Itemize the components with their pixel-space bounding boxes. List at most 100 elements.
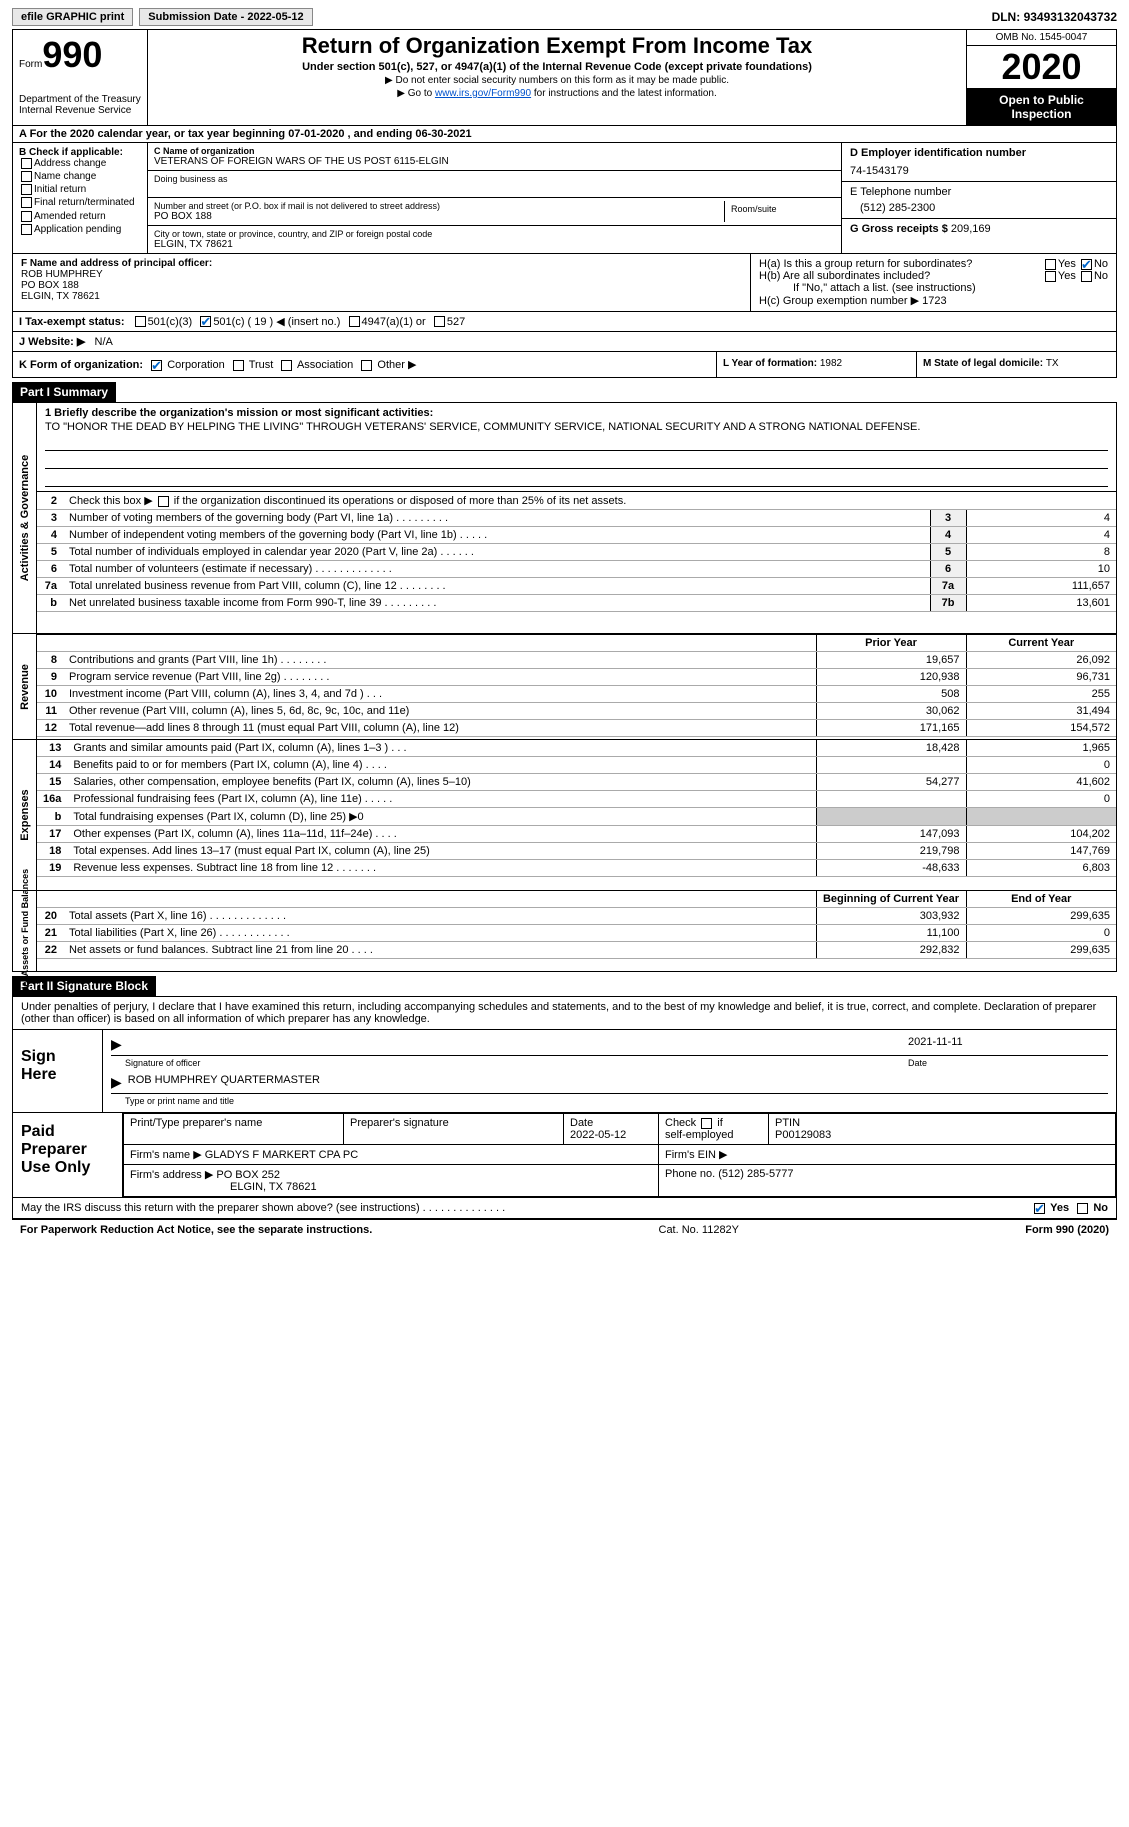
- principal-row: F Name and address of principal officer:…: [12, 254, 1117, 312]
- submission-date-value: 2022-05-12: [247, 11, 303, 23]
- irs-question: May the IRS discuss this return with the…: [21, 1202, 505, 1214]
- part-i-header: Part I Summary: [12, 382, 116, 402]
- submission-date-label: Submission Date -: [148, 11, 247, 23]
- prep-phone: (512) 285-5777: [718, 1168, 793, 1180]
- chk-4947[interactable]: [349, 316, 360, 327]
- expense-table: 13Grants and similar amounts paid (Part …: [37, 740, 1116, 877]
- firm-ein: Firm's EIN ▶: [659, 1145, 1116, 1165]
- sig-date: 2021-11-11: [908, 1036, 1108, 1053]
- firm-addr-lbl: Firm's address ▶: [130, 1169, 216, 1181]
- opt1: Name change: [34, 171, 96, 182]
- vtab-expenses: Expenses: [19, 789, 31, 840]
- mission-label: 1 Briefly describe the organization's mi…: [45, 407, 1108, 419]
- chk-initial-return[interactable]: Initial return: [19, 184, 141, 195]
- phone-value: (512) 285-2300: [850, 202, 1108, 214]
- ptin: P00129083: [775, 1129, 831, 1141]
- m-label: M State of legal domicile:: [923, 358, 1046, 369]
- form-title: Return of Organization Exempt From Incom…: [156, 33, 958, 59]
- gross-value: 209,169: [951, 223, 991, 235]
- ein-value: 74-1543179: [850, 165, 1108, 177]
- note-ssn: ▶ Do not enter social security numbers o…: [156, 75, 958, 86]
- prep-date: 2022-05-12: [570, 1129, 626, 1141]
- hb-label: H(b) Are all subordinates included?: [759, 270, 930, 282]
- status-row: I Tax-exempt status: 501(c)(3) 501(c) ( …: [12, 312, 1117, 332]
- name-label: C Name of organization: [154, 146, 835, 156]
- dba-label: Doing business as: [154, 174, 835, 184]
- opt5: Application pending: [34, 224, 121, 235]
- note2-pre: ▶ Go to: [397, 88, 435, 99]
- irs-no: No: [1093, 1202, 1108, 1214]
- hb-no: No: [1094, 270, 1108, 282]
- sig-officer-label: Signature of officer: [111, 1058, 908, 1068]
- form-header: Form990 Department of the Treasury Inter…: [12, 29, 1117, 126]
- sign-here-label: Sign Here: [13, 1030, 103, 1112]
- k-label: K Form of organization:: [19, 359, 143, 371]
- footer-right: Form 990 (2020): [1025, 1224, 1109, 1236]
- chk-501c[interactable]: [200, 316, 211, 327]
- firm-addr1: PO BOX 252: [216, 1169, 280, 1181]
- row-a-tax-year: A For the 2020 calendar year, or tax yea…: [12, 126, 1117, 143]
- footer-mid: Cat. No. 11282Y: [372, 1224, 1025, 1236]
- irs-link[interactable]: www.irs.gov/Form990: [435, 88, 531, 99]
- gross-label: G Gross receipts $: [850, 223, 951, 235]
- opt-corp: Corporation: [167, 359, 224, 371]
- org-name: VETERANS OF FOREIGN WARS OF THE US POST …: [154, 156, 835, 167]
- irs-yes-chk[interactable]: [1034, 1203, 1045, 1214]
- chk-address-change[interactable]: Address change: [19, 158, 141, 169]
- note2-post: for instructions and the latest informat…: [531, 88, 717, 99]
- footer-left: For Paperwork Reduction Act Notice, see …: [20, 1224, 372, 1236]
- firm-addr2: ELGIN, TX 78621: [130, 1181, 317, 1193]
- chk-trust[interactable]: [233, 360, 244, 371]
- irs-no-chk[interactable]: [1077, 1203, 1088, 1214]
- net-table: Beginning of Current YearEnd of Year20To…: [37, 891, 1116, 959]
- j-label: J Website: ▶: [19, 336, 85, 348]
- note-link: ▶ Go to www.irs.gov/Form990 for instruct…: [156, 88, 958, 99]
- opt-4947: 4947(a)(1) or: [362, 316, 426, 328]
- chk-pending[interactable]: Application pending: [19, 224, 141, 235]
- vtab-governance: Activities & Governance: [19, 455, 31, 582]
- opt3: Final return/terminated: [34, 198, 135, 209]
- chk-final-return[interactable]: Final return/terminated: [19, 197, 141, 208]
- form-number: Form990: [19, 34, 141, 76]
- ha-label: H(a) Is this a group return for subordin…: [759, 258, 972, 270]
- hc-row: H(c) Group exemption number ▶ 1723: [759, 294, 1108, 307]
- irs: Internal Revenue Service: [19, 105, 141, 116]
- org-address: PO BOX 188: [154, 211, 724, 222]
- chk-other[interactable]: [361, 360, 372, 371]
- officer-name: ROB HUMPHREY: [21, 269, 742, 280]
- ein-label: D Employer identification number: [850, 147, 1108, 159]
- hb-row: H(b) Are all subordinates included? Yes …: [759, 270, 1108, 282]
- hb-note: If "No," attach a list. (see instruction…: [759, 282, 1108, 294]
- part-i-box: Activities & Governance 1 Briefly descri…: [12, 402, 1117, 972]
- state-domicile: TX: [1046, 358, 1059, 369]
- prep-phone-lbl: Phone no.: [665, 1168, 718, 1180]
- chk-corp[interactable]: [151, 360, 162, 371]
- submission-date: Submission Date - 2022-05-12: [139, 8, 312, 26]
- chk-527[interactable]: [434, 316, 445, 327]
- form-prefix: Form: [19, 59, 42, 70]
- firm-name: GLADYS F MARKERT CPA PC: [205, 1149, 358, 1161]
- name-title-label: Type or print name and title: [111, 1096, 1108, 1106]
- chk-assoc[interactable]: [281, 360, 292, 371]
- phone-label: E Telephone number: [850, 186, 1108, 198]
- opt-527: 527: [447, 316, 465, 328]
- efile-print-button[interactable]: efile GRAPHIC print: [12, 8, 133, 26]
- arrow-icon: ▶: [111, 1036, 122, 1053]
- paid-preparer-label: Paid Preparer Use Only: [13, 1113, 123, 1197]
- part-ii-header: Part II Signature Block: [12, 976, 156, 996]
- ha-yes: Yes: [1058, 258, 1076, 270]
- vtab-revenue: Revenue: [19, 664, 31, 710]
- chk-name-change[interactable]: Name change: [19, 171, 141, 182]
- addr-label: Number and street (or P.O. box if mail i…: [154, 201, 724, 211]
- room-label: Room/suite: [731, 204, 829, 214]
- chk-amended[interactable]: Amended return: [19, 211, 141, 222]
- chk-501c3[interactable]: [135, 316, 146, 327]
- officer-addr2: ELGIN, TX 78621: [21, 291, 742, 302]
- opt-501c3: 501(c)(3): [148, 316, 193, 328]
- sig-date-label: Date: [908, 1058, 1108, 1068]
- info-block: B Check if applicable: Address change Na…: [12, 143, 1117, 254]
- f-label: F Name and address of principal officer:: [21, 258, 742, 269]
- ptin-lbl: PTIN: [775, 1117, 800, 1129]
- officer-print-name: ROB HUMPHREY QUARTERMASTER: [122, 1074, 1108, 1091]
- opt4: Amended return: [34, 211, 106, 222]
